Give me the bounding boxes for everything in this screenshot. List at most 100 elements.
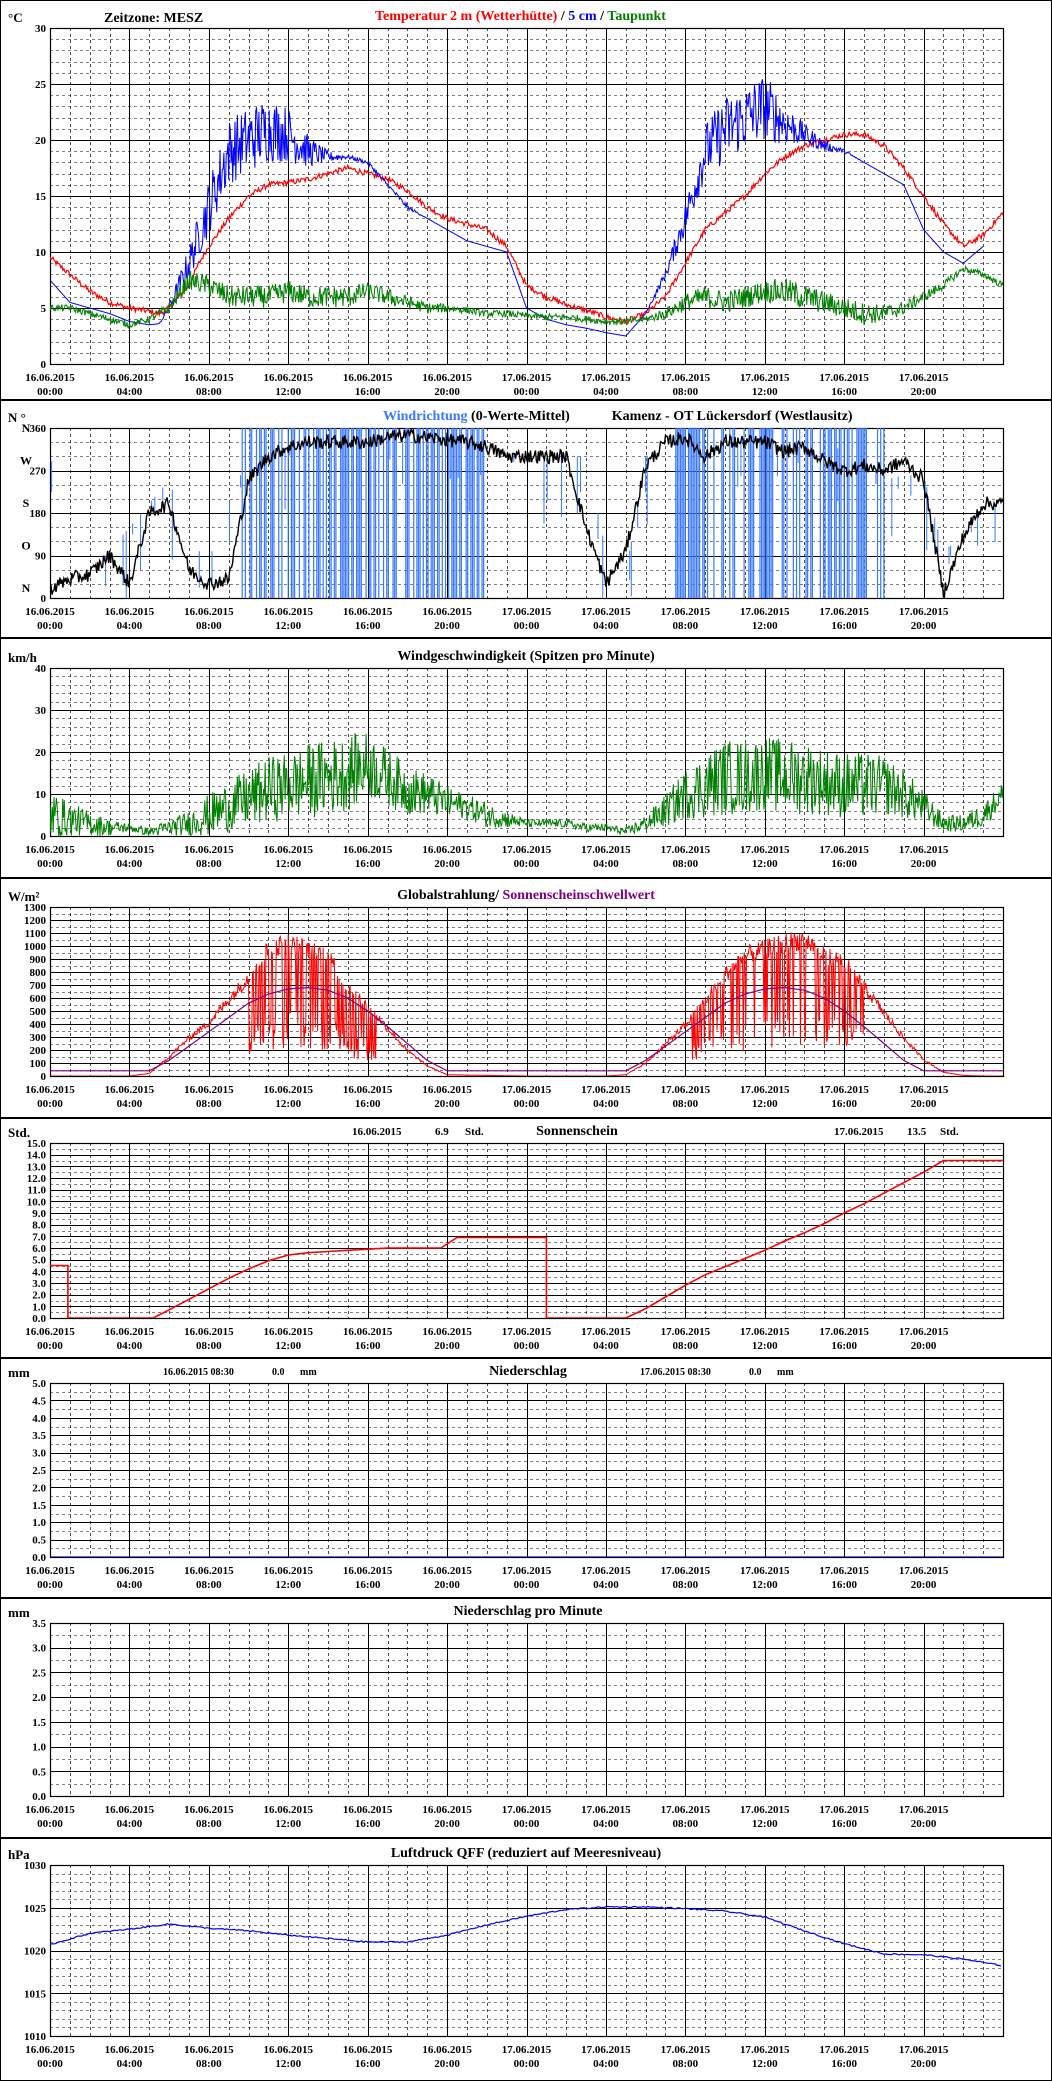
y-tick-label: 3.5 (32, 1618, 46, 1630)
title-part: Windrichtung (383, 409, 468, 424)
x-tick-date: 17.06.2015 (661, 1326, 711, 1338)
y-unit-label: mm (8, 1365, 30, 1380)
x-tick-time: 04:00 (593, 620, 619, 632)
x-tick-date: 16.06.2015 (184, 1565, 234, 1577)
x-tick-date: 17.06.2015 (661, 606, 711, 618)
x-tick-time: 16:00 (831, 1340, 857, 1352)
x-tick-date: 17.06.2015 (661, 2044, 711, 2056)
x-tick-date: 17.06.2015 (819, 606, 869, 618)
x-tick-time: 04:00 (593, 858, 619, 870)
timezone-label: Zeitzone: MESZ (104, 11, 203, 26)
x-tick-time: 00:00 (514, 620, 540, 632)
series-globalstrahlung (50, 932, 1003, 1076)
y-tick-label: 1020 (24, 1946, 47, 1958)
y-tick-label: 13.0 (27, 1161, 47, 1173)
x-tick-date: 16.06.2015 (264, 2044, 314, 2056)
x-tick-time: 00:00 (37, 1818, 63, 1830)
x-axis: 16.06.2015 00:00 16.06.2015 04:00 16.06.2015… (25, 2044, 949, 2070)
annotation-unit: Std. (465, 1126, 484, 1138)
annotation-date: 16.06.2015 (352, 1126, 402, 1138)
y-tick-label: 4.5 (32, 1395, 46, 1407)
y-tick-letter: N (22, 581, 31, 595)
y-tick-label: 30 (35, 705, 47, 717)
x-tick-time: 12:00 (752, 2058, 778, 2070)
x-tick-time: 16:00 (355, 1340, 381, 1352)
x-tick-time: 20:00 (434, 1340, 460, 1352)
chart-title: Globalstrahlung/ Sonnenscheinschwellwert (397, 888, 655, 903)
title-part: Taupunkt (607, 9, 666, 24)
x-tick-date: 16.06.2015 (25, 1804, 75, 1816)
x-tick-date: 16.06.2015 (343, 606, 393, 618)
x-tick-time: 16:00 (831, 1579, 857, 1591)
title-part: Luftdruck QFF (reduziert auf Meeresnivea… (391, 1846, 662, 1861)
x-tick-time: 12:00 (275, 1098, 301, 1110)
series-group (50, 1905, 1002, 1967)
x-tick-time: 00:00 (514, 2058, 540, 2070)
x-tick-time: 08:00 (672, 620, 698, 632)
x-tick-date: 17.06.2015 (502, 372, 552, 384)
y-unit-label: km/h (8, 650, 38, 665)
y-tick-label: 15 (35, 191, 47, 203)
y-tick-label: 1030 (24, 1860, 47, 1872)
y-tick-label: 3.0 (32, 1448, 46, 1460)
x-tick-date: 17.06.2015 (740, 1804, 790, 1816)
x-tick-time: 20:00 (911, 1098, 937, 1110)
y-tick-label: 3.0 (32, 1643, 46, 1655)
x-tick-time: 08:00 (672, 1098, 698, 1110)
annotation-date: 17.06.2015 08:30 (640, 1367, 711, 1378)
x-tick-date: 16.06.2015 (105, 1084, 155, 1096)
y-tick-label: 600 (30, 993, 47, 1005)
x-tick-date: 16.06.2015 (105, 1326, 155, 1338)
annotation-date: 17.06.2015 (834, 1126, 884, 1138)
y-tick-label: 1.5 (32, 1717, 46, 1729)
total-annotation: 17.06.2015 08:30 0.0 mm (640, 1367, 794, 1378)
x-tick-time: 16:00 (355, 1579, 381, 1591)
x-tick-time: 00:00 (37, 1098, 63, 1110)
x-tick-date: 17.06.2015 (581, 1084, 631, 1096)
x-axis: 16.06.2015 00:00 16.06.2015 04:00 16.06.2015… (25, 844, 949, 870)
annotation-unit: mm (300, 1367, 317, 1378)
y-unit-label: mm (8, 1605, 30, 1620)
x-axis: 16.06.2015 00:00 16.06.2015 04:00 16.06.2015… (25, 606, 949, 632)
x-tick-time: 12:00 (275, 1340, 301, 1352)
y-tick-label: 14.0 (27, 1150, 47, 1162)
x-tick-date: 17.06.2015 (661, 372, 711, 384)
x-tick-time: 12:00 (752, 1579, 778, 1591)
x-tick-time: 16:00 (831, 2058, 857, 2070)
y-tick-label: 10 (35, 247, 47, 259)
y-tick-label: 1200 (24, 915, 47, 927)
x-tick-time: 00:00 (514, 1340, 540, 1352)
y-tick-label: 9.0 (32, 1208, 46, 1220)
chart-title: Luftdruck QFF (reduziert auf Meeresnivea… (391, 1846, 662, 1861)
total-annotation: 16.06.2015 6.9 Std. (352, 1126, 484, 1138)
y-tick-label: 20 (35, 747, 47, 759)
x-tick-date: 17.06.2015 (581, 1326, 631, 1338)
x-axis: 16.06.2015 00:00 16.06.2015 04:00 16.06.2015… (25, 1326, 949, 1352)
y-tick-label: 0 (41, 1071, 47, 1083)
y-unit-label: °C (8, 10, 23, 25)
y-unit-label: hPa (8, 1847, 30, 1862)
x-tick-time: 00:00 (514, 1818, 540, 1830)
x-tick-time: 16:00 (355, 858, 381, 870)
x-tick-time: 20:00 (434, 1579, 460, 1591)
y-axis: 1010 1015 1020 1025 1030 (24, 1860, 47, 2043)
x-tick-date: 17.06.2015 (581, 606, 631, 618)
y-tick-label: 4.0 (32, 1413, 46, 1425)
x-tick-time: 04:00 (117, 858, 143, 870)
x-tick-date: 17.06.2015 (502, 2044, 552, 2056)
x-tick-time: 08:00 (196, 1098, 222, 1110)
x-tick-date: 16.06.2015 (422, 1565, 472, 1577)
series-temperatur-2-m-wetterh-tte (50, 129, 1003, 326)
x-tick-time: 20:00 (434, 2058, 460, 2070)
x-tick-time: 12:00 (275, 386, 301, 398)
x-tick-date: 16.06.2015 (264, 844, 314, 856)
annotation-date: 16.06.2015 08:30 (163, 1367, 234, 1378)
chart-title: Windrichtung (0-Werte-Mittel) Kamenz - O… (383, 409, 853, 424)
x-tick-time: 08:00 (672, 2058, 698, 2070)
y-tick-label: 5.0 (32, 1378, 46, 1390)
x-tick-time: 00:00 (514, 1098, 540, 1110)
x-tick-time: 12:00 (275, 858, 301, 870)
x-tick-time: 08:00 (196, 1818, 222, 1830)
x-tick-date: 16.06.2015 (184, 1084, 234, 1096)
